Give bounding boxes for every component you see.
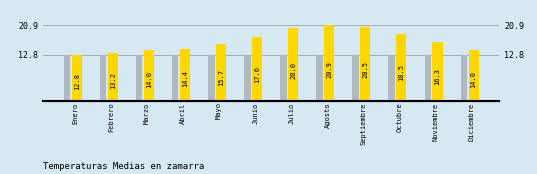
Text: 20.5: 20.5: [362, 61, 368, 78]
Bar: [425, 54, 431, 101]
Bar: [180, 49, 190, 101]
Text: 14.0: 14.0: [470, 71, 477, 88]
Text: 16.3: 16.3: [434, 68, 440, 85]
Bar: [461, 54, 467, 101]
Bar: [432, 42, 442, 101]
Bar: [136, 54, 142, 101]
Bar: [316, 54, 323, 101]
Bar: [208, 54, 215, 101]
Bar: [469, 50, 478, 101]
Bar: [144, 50, 154, 101]
Text: 20.9: 20.9: [326, 61, 332, 78]
Text: 20.0: 20.0: [290, 62, 296, 79]
Bar: [244, 54, 251, 101]
Bar: [71, 54, 82, 101]
Text: 14.0: 14.0: [146, 71, 152, 88]
Bar: [324, 25, 335, 101]
Bar: [388, 54, 395, 101]
Bar: [108, 53, 118, 101]
Bar: [252, 37, 262, 101]
Text: 15.7: 15.7: [218, 69, 224, 85]
Bar: [64, 54, 70, 101]
Text: 18.5: 18.5: [398, 64, 404, 81]
Bar: [172, 54, 178, 101]
Text: Temperaturas Medias en zamarra: Temperaturas Medias en zamarra: [43, 161, 204, 171]
Text: 13.2: 13.2: [110, 72, 116, 89]
Bar: [360, 27, 371, 101]
Bar: [396, 34, 407, 101]
Text: 17.6: 17.6: [254, 66, 260, 83]
Text: 12.8: 12.8: [74, 73, 79, 90]
Bar: [280, 54, 287, 101]
Bar: [352, 54, 359, 101]
Bar: [288, 28, 298, 101]
Text: 14.4: 14.4: [182, 70, 188, 88]
Bar: [100, 54, 106, 101]
Bar: [216, 44, 226, 101]
